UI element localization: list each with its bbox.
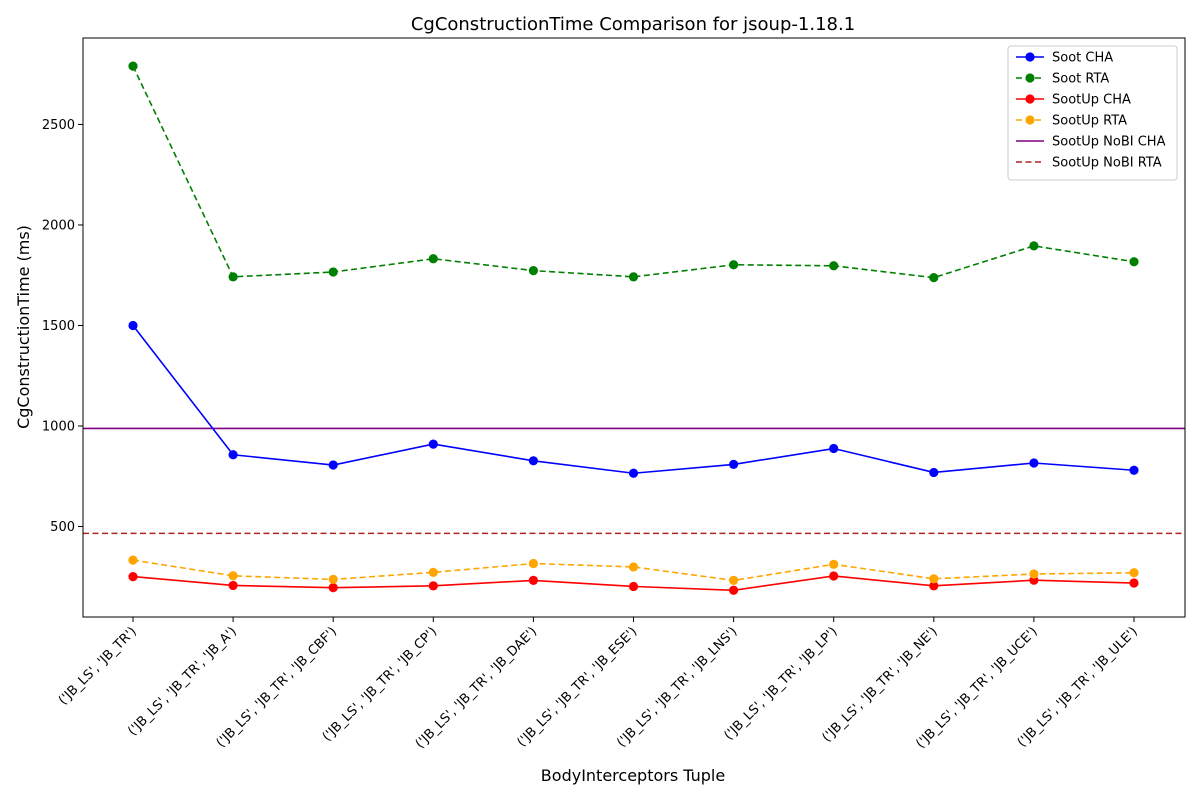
series-2-point-2	[328, 583, 338, 593]
series-3-point-1	[228, 571, 238, 581]
x-axis: ('JB_LS', 'JB_TR')('JB_LS', 'JB_TR', 'JB…	[56, 617, 1141, 752]
legend-label-2: SootUp CHA	[1052, 93, 1131, 108]
series-1-point-7	[829, 261, 839, 271]
series-2-point-5	[628, 581, 639, 592]
series-0-point-2	[328, 460, 338, 470]
legend-label-0: Soot CHA	[1052, 51, 1113, 66]
series-3-point-6	[729, 575, 739, 586]
y-axis: 500 1000 1500 2000 2500	[42, 118, 83, 535]
series-2-point-3	[428, 581, 438, 591]
x-tick-label-3: ('JB_LS', 'JB_TR', 'JB_CP')	[320, 624, 440, 744]
series-3-point-7	[829, 559, 839, 569]
y-tick-label-1: 1000	[42, 420, 75, 435]
legend-label-3: SootUp RTA	[1052, 114, 1127, 129]
series-3-point-4	[528, 558, 539, 569]
series-line-0	[132, 324, 1135, 475]
series-0-point-6	[729, 459, 739, 470]
series-1-point-0	[128, 61, 138, 71]
series-3-point-2	[328, 574, 338, 585]
series-2-point-0	[128, 571, 138, 582]
series-1-point-4	[528, 266, 539, 276]
series-2-point-7	[829, 571, 839, 581]
y-tick-label-3: 2000	[42, 218, 75, 233]
y-axis-title: CgConstructionTime (ms)	[14, 225, 33, 429]
series-0-point-8	[929, 467, 939, 478]
plot-area	[82, 37, 1186, 618]
series-0-point-3	[428, 439, 438, 449]
series-1-point-5	[628, 272, 639, 282]
legend-marker-0	[1025, 52, 1035, 62]
series-2-point-8	[929, 581, 939, 591]
x-tick-label-7: ('JB_LS', 'JB_TR', 'JB_LP')	[721, 624, 840, 743]
legend-label-1: Soot RTA	[1052, 72, 1109, 87]
series-0-point-10	[1129, 465, 1139, 475]
series-0-point-0	[128, 320, 138, 331]
series-line-3	[132, 559, 1135, 582]
series-1-point-10	[1129, 257, 1139, 267]
x-axis-title: BodyInterceptors Tuple	[541, 766, 725, 785]
series-2-point-1	[228, 580, 238, 591]
series-2-point-6	[729, 585, 739, 595]
series-3-point-3	[428, 567, 438, 577]
series-1-point-9	[1029, 241, 1039, 251]
series-1-point-6	[729, 260, 739, 270]
chart-title: CgConstructionTime Comparison for jsoup-…	[411, 14, 855, 35]
legend-label-5: SootUp NoBI RTA	[1052, 156, 1162, 171]
legend-marker-3	[1025, 115, 1035, 125]
series-2-point-4	[528, 575, 539, 586]
legend-label-4: SootUp NoBI CHA	[1052, 135, 1166, 150]
y-tick-label-4: 2500	[42, 118, 75, 133]
series-line-1	[132, 65, 1135, 279]
series-1-point-2	[328, 267, 338, 277]
legend: Soot CHA Soot RTA SootUp CHA SootUp RTA Soot…	[1007, 45, 1178, 181]
series-2-point-10	[1129, 578, 1139, 588]
series-3-point-8	[929, 574, 939, 584]
x-tick-label-8: ('JB_LS', 'JB_TR', 'JB_NE')	[820, 624, 941, 745]
series-1-point-3	[428, 254, 438, 264]
series-1-point-8	[929, 273, 939, 283]
x-tick-label-10: ('JB_LS', 'JB_TR', 'JB_ULE')	[1015, 624, 1141, 750]
series-3-point-5	[628, 562, 639, 572]
series-3-point-10	[1129, 568, 1139, 578]
x-tick-label-0: ('JB_LS', 'JB_TR')	[56, 624, 140, 708]
legend-marker-1	[1025, 73, 1035, 83]
series-0-point-4	[528, 456, 539, 466]
series-0-point-9	[1029, 458, 1039, 468]
series-0-point-5	[628, 468, 639, 478]
legend-box	[1007, 45, 1178, 181]
series-1-point-1	[228, 272, 238, 282]
y-tick-label-2: 1500	[42, 319, 75, 334]
series-0-point-1	[228, 450, 238, 460]
x-tick-label-1: ('JB_LS', 'JB_TR', 'JB_A')	[125, 624, 240, 739]
legend-marker-2	[1025, 94, 1035, 104]
y-tick-label-0: 500	[50, 520, 75, 535]
series-3-point-9	[1029, 569, 1039, 579]
series-0-point-7	[829, 443, 839, 454]
series-3-point-0	[128, 555, 138, 565]
